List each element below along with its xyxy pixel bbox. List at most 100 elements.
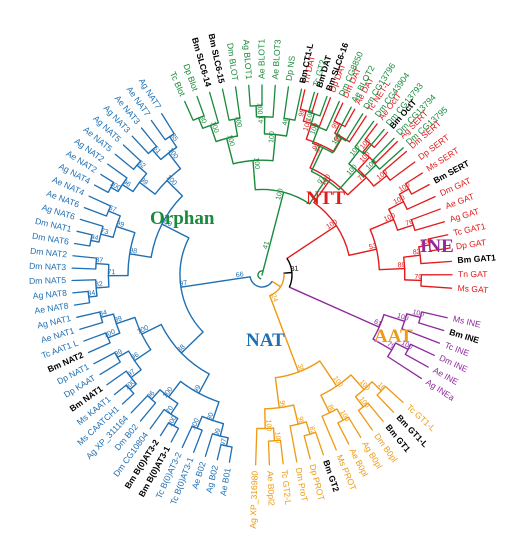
bootstrap-value: 89 (397, 262, 405, 269)
leaf-branch (406, 195, 436, 210)
leaf-branch (289, 425, 298, 463)
leaf-branch (420, 285, 453, 289)
bootstrap-value: 99 (115, 220, 125, 229)
internal-branch (313, 178, 331, 204)
leaf-branch (420, 260, 453, 265)
leaf-branch (221, 88, 230, 121)
bootstrap-value: 99 (331, 120, 341, 130)
internal-branch (383, 313, 406, 323)
bootstrap-value: 100 (190, 417, 201, 431)
bootstrap-value: 100 (412, 309, 425, 319)
internal-branch (167, 380, 182, 398)
leaf-branch (373, 131, 389, 149)
leaf-label: Ms GAT (457, 283, 489, 295)
leaf-branch (272, 84, 276, 118)
internal-branch (128, 253, 152, 258)
bootstrap-value: 100 (265, 419, 272, 431)
internal-branch (396, 224, 414, 231)
leaf-label: Tn GAT (458, 269, 488, 279)
bootstrap-value: 100 (255, 103, 262, 115)
internal-branch (302, 224, 337, 249)
bootstrap-value: 100 (225, 134, 235, 147)
internal-branch (219, 422, 225, 437)
leaf-branch (107, 163, 128, 179)
leaf-branch (71, 279, 97, 282)
internal-branch (138, 181, 156, 195)
bootstrap-value: 99 (312, 141, 322, 151)
leaf-branch (414, 221, 446, 232)
internal-branch (121, 183, 134, 193)
bootstrap-value: 87 (95, 257, 103, 265)
leaf-branch (114, 153, 135, 170)
bootstrap-value: 41 (258, 116, 265, 124)
bootstrap-value: 100 (165, 174, 178, 187)
stem-ntt-ine (283, 271, 293, 274)
internal-branch (211, 401, 220, 422)
tree-branches (71, 84, 453, 466)
bootstrap-value: 100 (383, 212, 397, 223)
leaf-label: Dm NAT5 (29, 275, 67, 286)
internal-branch (141, 323, 162, 335)
internal-branch (116, 350, 130, 359)
leaf-branch (131, 135, 150, 155)
leaf-label: Dm BLOT (225, 42, 240, 82)
leaf-branch (73, 302, 91, 306)
internal-branch (302, 110, 307, 122)
bootstrap-value: 85 (169, 132, 179, 142)
bootstrap-value: 100 (234, 115, 243, 128)
bootstrap-value: 18 (376, 381, 387, 392)
leaf-branch (72, 290, 89, 294)
bootstrap-value: 84 (99, 309, 108, 318)
leaf-branch (410, 183, 430, 195)
leaf-branch (321, 415, 337, 451)
leaf-branch (319, 95, 328, 117)
bootstrap-value: 61 (151, 145, 161, 156)
internal-branch (398, 188, 410, 196)
leaf-label: Ag BLOT1 (241, 39, 254, 80)
leaf-branch (196, 95, 205, 117)
leaf-branch (204, 433, 214, 458)
internal-branch (311, 126, 320, 144)
internal-branch (336, 408, 344, 421)
leaf-branch (376, 394, 395, 413)
bootstrap-value: 100 (273, 431, 281, 443)
bootstrap-value: 98 (296, 416, 305, 425)
leaf-label: Dp GAT (455, 237, 487, 251)
internal-branch (168, 135, 178, 148)
internal-branch (354, 396, 365, 408)
leaf-branch (139, 402, 157, 422)
bootstrap-value: 99 (298, 108, 307, 117)
bootstrap-value: 80 (326, 404, 336, 414)
bootstrap-value: 31 (290, 265, 298, 273)
leaf-branch (410, 208, 441, 221)
leaf-branch (83, 206, 108, 217)
leaf-branch (311, 92, 319, 114)
internal-branch (272, 191, 285, 233)
bootstrap-value: 71 (107, 269, 115, 276)
clade-label-aat: AAT (374, 326, 413, 347)
bootstrap-value: 100 (331, 132, 343, 146)
bootstrap-value: 97 (317, 175, 327, 185)
bootstrap-value: 97 (179, 280, 188, 288)
bootstrap-value: 67 (107, 205, 117, 214)
leaf-branch (87, 342, 111, 354)
internal-branch (130, 369, 142, 379)
internal-branch (107, 210, 121, 217)
leaf-branch (325, 100, 340, 132)
bootstrap-value: 100 (358, 379, 371, 392)
leaf-label: Ms INE (452, 314, 482, 330)
bootstrap-value: 99 (214, 428, 223, 437)
leaf-branch (404, 172, 423, 185)
leaf-branch (193, 429, 203, 453)
bootstrap-value: 97 (220, 438, 228, 447)
bootstrap-value: 53 (368, 243, 377, 252)
internal-branch (348, 248, 378, 257)
internal-branch (90, 239, 100, 243)
bootstrap-value: 96 (121, 179, 131, 189)
leaf-branch (88, 195, 112, 207)
leaf-label: Tc GT2-L (280, 469, 294, 505)
clade-label-ntt: NTT (306, 188, 345, 209)
leaf-branch (121, 392, 135, 405)
bootstrap-value: 52 (136, 160, 147, 170)
